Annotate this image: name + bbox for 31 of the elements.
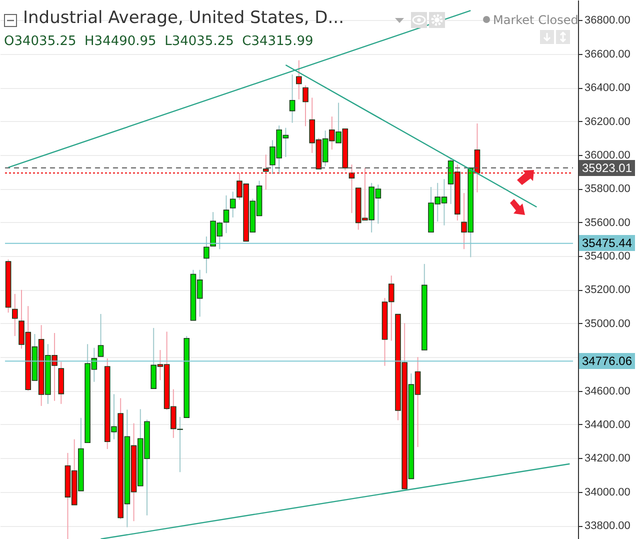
text: Industrial Average, United States, D... bbox=[23, 8, 344, 28]
candlestick bbox=[12, 293, 18, 337]
y-tick-label: 34000.00 bbox=[584, 486, 630, 498]
y-tick-label: 34400.00 bbox=[584, 418, 630, 431]
y-tick-label: 35600.00 bbox=[584, 216, 630, 229]
y-tick-label: 33800.00 bbox=[584, 520, 630, 532]
annotation: O34035.25 H34490.95 L34035.25 C34315.99 bbox=[4, 34, 314, 49]
y-tick-label: 36400.00 bbox=[584, 82, 630, 94]
candlestick bbox=[230, 191, 236, 218]
ref-line-label: 34776.06 bbox=[579, 353, 635, 370]
candlestick bbox=[223, 194, 230, 234]
candlestick bbox=[204, 236, 210, 274]
ref-line-label: 35475.44 bbox=[579, 235, 635, 252]
y-tick-label: 35000.00 bbox=[584, 318, 630, 330]
candlestick bbox=[289, 74, 296, 124]
candlestick bbox=[262, 154, 269, 190]
candlestick bbox=[177, 416, 183, 473]
annotation: Market Closed bbox=[493, 13, 578, 27]
y-tick-label: 35800.00 bbox=[584, 183, 630, 196]
y-tick-label: 35200.00 bbox=[584, 284, 630, 296]
y-tick-label: 34200.00 bbox=[584, 452, 630, 465]
y-tick-label: 36600.00 bbox=[584, 48, 630, 60]
y-tick-label: 36800.00 bbox=[584, 14, 630, 27]
y-tick-label: 35400.00 bbox=[584, 250, 630, 263]
candlestick bbox=[296, 60, 302, 100]
ref-line-label: 35923.01 bbox=[579, 160, 635, 176]
y-tick-label: 36000.00 bbox=[584, 149, 630, 162]
candlestick bbox=[98, 313, 104, 357]
y-tick-label: 36200.00 bbox=[584, 116, 630, 128]
y-tick-label: 34600.00 bbox=[584, 385, 630, 398]
candlestick bbox=[302, 84, 308, 127]
